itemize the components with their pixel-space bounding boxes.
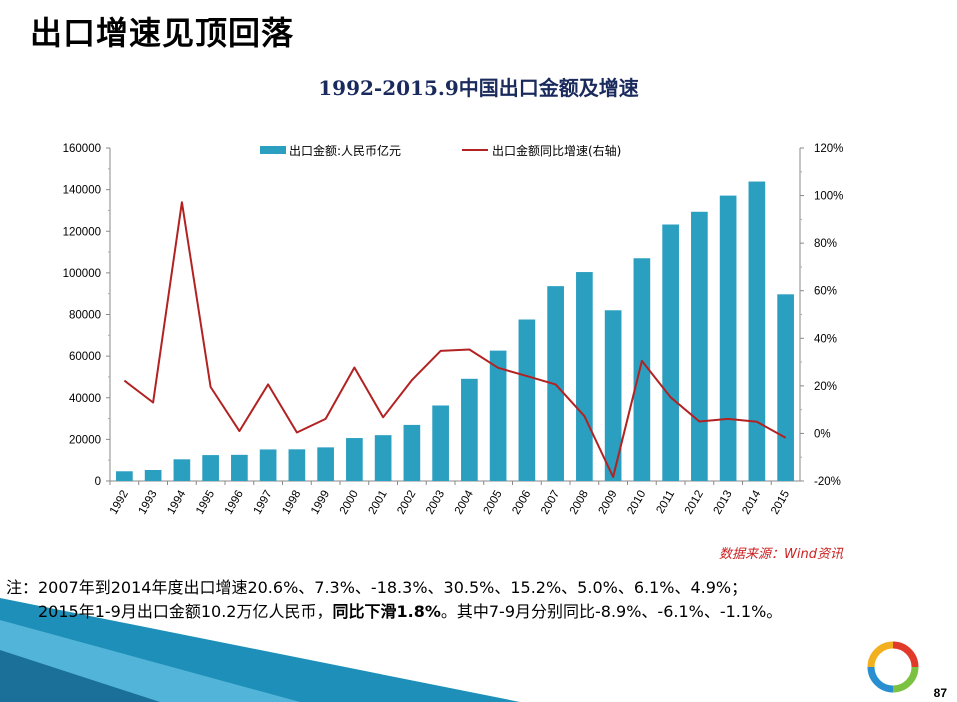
bar-1996: [231, 454, 248, 481]
bar-series: [116, 181, 794, 481]
x-tick-label: 2003: [424, 489, 447, 517]
bar-2013: [719, 195, 737, 481]
x-tick-label: 2002: [395, 489, 418, 517]
x-tick-label: 2005: [482, 489, 505, 517]
y-left-tick-label: 120000: [63, 226, 101, 238]
note-line-2: 2015年1-9月出口金额10.2万亿人民币，同比下滑1.8%。其中7-9月分别…: [38, 598, 782, 622]
x-tick-labels: 1992 1993 1994 1995 1996 1997 1998 1999 2000 2001…: [108, 481, 792, 517]
bar-2001: [374, 435, 392, 481]
legend-bar-swatch: [260, 146, 286, 154]
bar-2004: [461, 378, 478, 481]
x-tick-label: 2013: [712, 489, 735, 517]
x-tick-label: 1995: [194, 489, 217, 517]
growth-line: [123, 201, 787, 478]
y-left-tick-label: 0: [95, 476, 101, 488]
x-tick-label: 1997: [252, 489, 275, 517]
y-left-tick-label: 160000: [63, 143, 101, 155]
x-tick-label: 1994: [165, 488, 188, 517]
x-tick-label: 2000: [338, 489, 361, 517]
bar-2005: [489, 350, 507, 481]
note-line-2-end: 。其中7-9月分别同比-8.9%、-6.1%、-1.1%。: [440, 602, 783, 621]
y-right-tick-label: 100%: [814, 191, 843, 203]
x-tick-label: 2007: [539, 489, 562, 517]
y-right-tick-label: 20%: [814, 381, 837, 393]
bar-2006: [518, 319, 536, 481]
slide-title: 出口增速见顶回落: [30, 14, 295, 52]
y-right-tick-label: 0%: [814, 428, 831, 440]
x-tick-label: 2006: [510, 489, 533, 517]
bar-1995: [202, 455, 219, 481]
page-number: 87: [933, 686, 947, 700]
x-tick-label: 2009: [597, 489, 620, 517]
bar-2015: [777, 294, 794, 481]
chart-title: 1992-2015.9中国出口金额及增速: [318, 76, 639, 100]
y-right-tick-label: -20%: [814, 476, 841, 488]
bar-2010: [633, 258, 651, 481]
bar-2012: [691, 211, 708, 481]
y-left-tick-label: 100000: [63, 268, 101, 280]
data-source: 数据来源：Wind资讯: [719, 547, 843, 562]
y-right-tick-label: 80%: [814, 238, 837, 250]
bar-2014: [748, 181, 766, 481]
bar-2008: [576, 272, 593, 481]
line-series: [123, 201, 787, 478]
x-tick-label: 2012: [683, 489, 706, 517]
x-tick-label: 1999: [309, 489, 332, 517]
x-tick-label: 2010: [625, 489, 648, 517]
bar-1998: [288, 449, 306, 481]
note-line-2-start: 2015年1-9月出口金额10.2万亿人民币，: [38, 602, 333, 621]
decor-dark-band: [0, 650, 160, 702]
y-right-tick-label: 60%: [814, 286, 837, 298]
y-right-tick-label: 40%: [814, 333, 837, 345]
y-left-tick-label: 140000: [63, 185, 101, 197]
bar-1993: [144, 470, 162, 481]
bar-2000: [346, 438, 363, 481]
x-tick-label: 2014: [740, 488, 763, 517]
y-left-tick-label: 60000: [69, 351, 101, 363]
legend-bar-label: 出口金额:人民币亿元: [289, 143, 401, 158]
x-tick-label: 1996: [223, 489, 246, 517]
x-tick-label: 1992: [108, 489, 131, 517]
x-tick-label: 2008: [568, 489, 591, 517]
note-line-2-bold: 同比下滑1.8%: [332, 602, 441, 621]
x-tick-label: 2011: [654, 489, 677, 516]
bar-1992: [116, 471, 133, 481]
x-tick-label: 1998: [280, 489, 303, 517]
x-tick-label: 2004: [453, 488, 476, 517]
x-tick-label: 1993: [137, 489, 160, 517]
bar-2009: [604, 310, 622, 481]
logo-icon: [867, 641, 919, 693]
y-left-tick-label: 20000: [69, 434, 101, 446]
x-tick-label: 2001: [367, 489, 390, 517]
bar-2011: [662, 224, 679, 481]
bar-1994: [173, 459, 191, 481]
bar-1997: [259, 449, 277, 481]
note-line-1: 注：2007年到2014年度出口增速20.6%、7.3%、-18.3%、30.5…: [6, 578, 748, 597]
y-left-tick-label: 40000: [69, 393, 101, 405]
bar-1999: [317, 447, 334, 481]
y-left-tick-label: 80000: [69, 310, 101, 322]
legend-line-label: 出口金额同比增速(右轴): [492, 143, 621, 158]
bar-2002: [403, 424, 421, 481]
x-tick-label: 2015: [769, 489, 792, 517]
y-right-tick-label: 120%: [814, 143, 843, 155]
bar-2003: [432, 405, 449, 481]
chart-legend: 出口金额:人民币亿元 出口金额同比增速(右轴): [260, 143, 621, 158]
